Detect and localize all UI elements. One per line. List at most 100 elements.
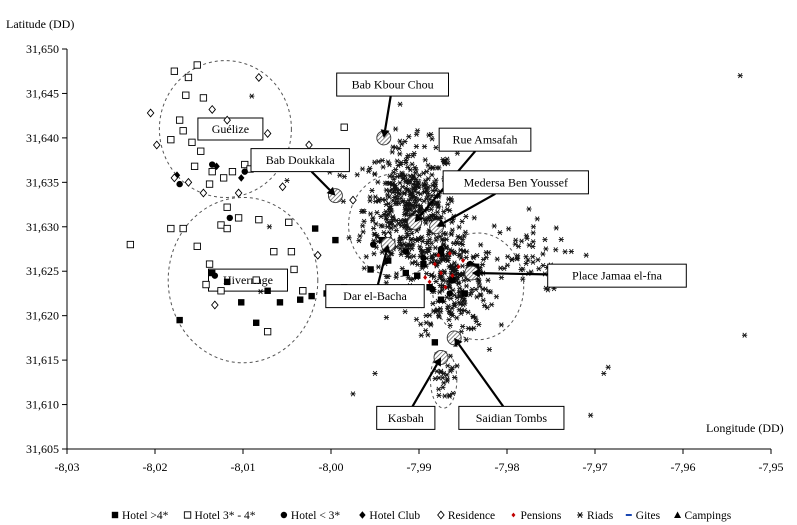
legend-marker bbox=[183, 511, 192, 519]
riad-point bbox=[401, 224, 408, 230]
riad-point bbox=[434, 165, 440, 171]
hotel-3-4-point bbox=[287, 248, 296, 256]
annotation-arrow bbox=[376, 252, 388, 285]
riad-point bbox=[737, 73, 743, 79]
zone-ellipse bbox=[158, 60, 292, 198]
riad-point bbox=[518, 266, 524, 273]
x-tick-label: -7,96 bbox=[671, 460, 696, 474]
annotation-box bbox=[438, 127, 532, 152]
riad-point bbox=[354, 172, 360, 178]
riad-point bbox=[476, 280, 482, 286]
hotel-3-4-point bbox=[285, 218, 293, 226]
riad-point bbox=[457, 285, 463, 291]
riad-point bbox=[249, 93, 255, 99]
riad-point bbox=[526, 206, 532, 212]
hotel-3-4-point bbox=[182, 91, 190, 99]
riad-point bbox=[398, 195, 404, 201]
riad-point bbox=[391, 176, 397, 182]
riad-point bbox=[454, 315, 460, 321]
annotation-label: Kasbah bbox=[388, 411, 424, 425]
riad-point bbox=[360, 223, 366, 229]
riad-point bbox=[386, 162, 393, 168]
riad-point bbox=[404, 187, 411, 193]
riad-point bbox=[409, 230, 415, 237]
hotel-4-point bbox=[311, 225, 319, 232]
riad-point bbox=[397, 173, 403, 179]
hotel-club-point bbox=[173, 171, 181, 180]
riad-point bbox=[399, 141, 405, 147]
y-tick-label: 31,620 bbox=[26, 309, 59, 323]
riad-point bbox=[384, 224, 390, 230]
riad-point bbox=[504, 262, 511, 268]
riad-point bbox=[437, 289, 443, 295]
zone-label-box bbox=[208, 268, 288, 292]
riad-point bbox=[422, 178, 429, 184]
riad-point bbox=[425, 231, 432, 238]
hotel-3-4-point bbox=[167, 224, 175, 233]
riad-point bbox=[433, 278, 439, 285]
riad-point bbox=[568, 248, 574, 255]
riad-point bbox=[372, 370, 378, 377]
riad-point bbox=[543, 246, 549, 252]
riad-point bbox=[397, 101, 403, 107]
hotel-3-4-point bbox=[179, 224, 187, 233]
riad-point bbox=[392, 223, 398, 229]
hotel-4-point bbox=[253, 319, 260, 326]
riad-point bbox=[388, 220, 394, 226]
annotation-box bbox=[442, 170, 589, 195]
riad-point bbox=[498, 274, 505, 281]
riad-point bbox=[371, 225, 377, 232]
riad-point bbox=[457, 301, 463, 307]
riad-point bbox=[440, 156, 446, 163]
riad-point bbox=[404, 253, 410, 260]
riad-point bbox=[442, 161, 448, 167]
riad-point bbox=[433, 145, 439, 151]
riad-point bbox=[412, 197, 418, 203]
riad-point bbox=[390, 217, 396, 223]
riad-point bbox=[413, 316, 420, 322]
hotel-4-point bbox=[431, 339, 439, 346]
hotel-4-point bbox=[367, 266, 374, 273]
y-tick-label: 31,605 bbox=[26, 442, 59, 456]
riad-point bbox=[393, 227, 399, 234]
riad-point bbox=[266, 224, 272, 230]
riad-point bbox=[383, 187, 389, 193]
hotel-4-point bbox=[402, 269, 409, 277]
riad-point bbox=[463, 337, 469, 343]
annotation-box bbox=[458, 405, 565, 430]
annotation-label: Bab Kbour Chou bbox=[352, 78, 434, 92]
annotation-arrowhead bbox=[436, 218, 446, 227]
riad-point bbox=[427, 312, 433, 318]
riad-point bbox=[397, 242, 403, 248]
zone-ellipse bbox=[431, 232, 525, 341]
annotation-label: Saidian Tombs bbox=[476, 411, 548, 425]
riad-point bbox=[367, 165, 373, 172]
hotel-4-point bbox=[276, 299, 284, 306]
riad-point bbox=[430, 301, 436, 307]
hotel-3-4-point bbox=[252, 276, 260, 284]
residence-point bbox=[146, 108, 155, 118]
residence-point bbox=[278, 182, 287, 192]
landmark-annotations: Bab Kbour Chou Bab Doukkala Rue Amsafah Med… bbox=[250, 72, 687, 430]
riad-point bbox=[455, 280, 462, 286]
riad-point bbox=[411, 253, 417, 259]
y-tick-label: 31,635 bbox=[26, 175, 59, 189]
riad-point bbox=[407, 167, 414, 173]
riad-point bbox=[430, 182, 436, 188]
legend-marker bbox=[577, 512, 584, 518]
annotation-box bbox=[547, 263, 687, 288]
riad-point bbox=[535, 257, 541, 263]
hotel-4-point bbox=[378, 236, 386, 244]
riad-point bbox=[501, 265, 507, 272]
y-tick-label: 31,610 bbox=[26, 398, 59, 412]
riad-point bbox=[742, 332, 748, 338]
riad-point bbox=[477, 283, 483, 289]
riad-point bbox=[387, 206, 393, 212]
riad-point bbox=[493, 294, 500, 300]
hotel-4-point bbox=[437, 296, 445, 303]
riad-point bbox=[258, 289, 264, 295]
riad-point bbox=[384, 192, 391, 198]
riad-point bbox=[398, 159, 404, 166]
pensions-point bbox=[427, 279, 432, 285]
riad-point bbox=[425, 162, 431, 168]
